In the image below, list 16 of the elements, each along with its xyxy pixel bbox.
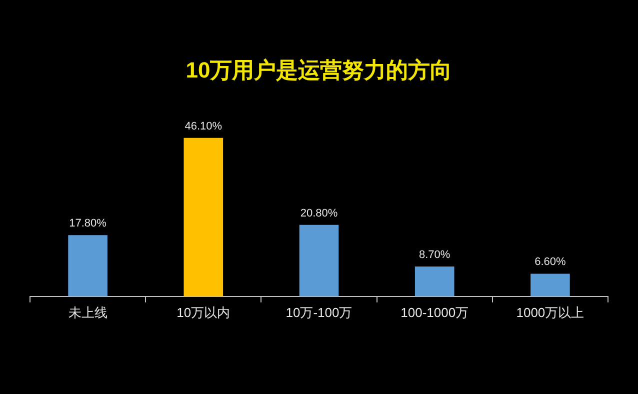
bar [68,235,108,296]
x-tick-label: 10万-100万 [286,304,352,320]
chart-title: 10万用户是运营努力的方向 [186,57,452,82]
bar [530,274,570,296]
bar [184,138,224,296]
x-tick-label: 1000万以上 [516,304,584,320]
bar [299,224,339,296]
data-label: 46.10% [184,120,222,132]
data-label: 8.70% [419,249,450,262]
x-tick-label: 10万以内 [176,304,230,320]
data-label: 17.80% [69,218,107,230]
x-tick-label: 100-1000万 [400,304,469,320]
bar [414,266,454,296]
x-tick-label: 未上线 [68,304,108,320]
data-label: 6.60% [534,256,566,268]
data-label: 20.80% [300,207,338,220]
